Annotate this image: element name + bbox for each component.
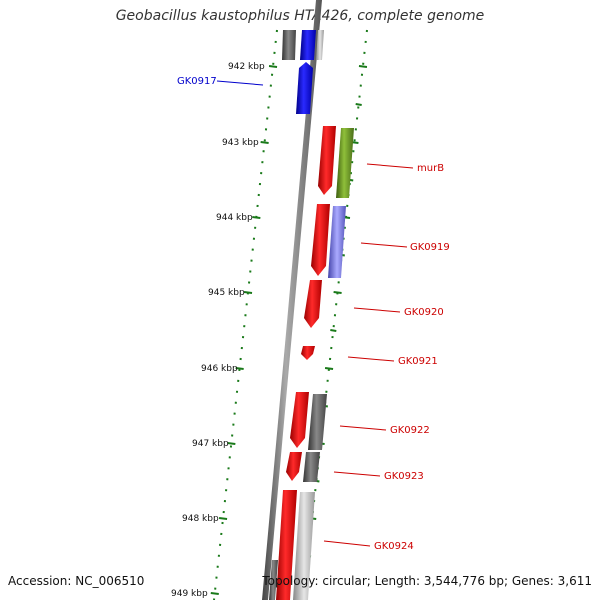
gene-feature-GK0919[interactable] xyxy=(328,206,346,278)
ruler-tick-major xyxy=(243,291,253,294)
gene-label-GK0917[interactable]: GK0917 xyxy=(177,76,217,87)
gene-label-GK0922[interactable]: GK0922 xyxy=(390,425,430,436)
ruler-tick-major xyxy=(218,517,228,520)
gene-label-GK0924[interactable]: GK0924 xyxy=(374,541,414,552)
ruler-tick-major xyxy=(260,141,269,144)
ruler-labels: 942 kbp 943 kbp 944 kbp 945 kbp 946 kbp … xyxy=(171,62,265,599)
ruler-label: 945 kbp xyxy=(208,288,245,298)
gene-feature-red[interactable] xyxy=(318,126,336,195)
gene-feature-gray[interactable] xyxy=(316,30,324,60)
gene-feature-red[interactable] xyxy=(311,204,330,276)
gene-feature-GK0922[interactable] xyxy=(308,394,327,450)
gene-feature-gray[interactable] xyxy=(269,560,278,600)
ruler-tick-major xyxy=(324,367,334,370)
ruler-tick-major xyxy=(333,291,342,294)
gene-feature-gray[interactable] xyxy=(282,30,296,60)
gene-feature-murB[interactable] xyxy=(336,128,354,198)
accession-text: Accession: NC_006510 xyxy=(8,574,145,588)
ruler-line-left xyxy=(213,29,278,600)
gene-label-GK0919[interactable]: GK0919 xyxy=(410,242,450,253)
connector-GK0923 xyxy=(333,471,381,477)
ruler-tick-major xyxy=(235,367,244,370)
gene-feature-GK0917[interactable] xyxy=(296,62,313,114)
connector-murB xyxy=(366,163,414,169)
ruler-tick-major xyxy=(268,65,278,68)
ruler-tick-major xyxy=(210,592,219,595)
ruler-tick-minor xyxy=(330,329,337,332)
ruler-label: 943 kbp xyxy=(222,138,259,148)
gene-feature-GK0924[interactable] xyxy=(293,492,315,600)
connector-GK0920 xyxy=(353,307,401,313)
ruler-tick-major xyxy=(227,442,236,445)
gene-feature-red[interactable] xyxy=(276,490,297,600)
gene-feature-red[interactable] xyxy=(290,392,309,448)
gene-label-GK0923[interactable]: GK0923 xyxy=(384,471,424,482)
ruler-label: 949 kbp xyxy=(171,589,208,599)
gene-label-GK0921[interactable]: GK0921 xyxy=(398,356,438,367)
gene-feature-GK0921[interactable] xyxy=(301,346,315,360)
connector-GK0924 xyxy=(323,540,371,547)
gene-label-murB[interactable]: murB xyxy=(417,163,444,174)
gene-labels: GK0917 murB GK0919 GK0920 GK0921 GK0922 … xyxy=(177,76,450,552)
gene-label-connectors xyxy=(216,80,414,547)
gene-features xyxy=(269,30,354,600)
ruler-label: 946 kbp xyxy=(201,364,238,374)
gene-feature-GK0920[interactable] xyxy=(304,280,322,328)
ruler-tick-minor xyxy=(355,103,362,106)
connector-GK0917 xyxy=(216,80,264,86)
topology-text: Topology: circular; Length: 3,544,776 bp… xyxy=(262,574,592,588)
ruler-label: 942 kbp xyxy=(228,62,265,72)
connector-GK0921 xyxy=(347,356,395,362)
ruler-tick-major xyxy=(358,65,368,68)
connector-GK0919 xyxy=(360,242,408,248)
gene-feature-red[interactable] xyxy=(286,452,302,481)
ruler-tick-major xyxy=(252,216,261,219)
ruler-label: 948 kbp xyxy=(182,514,219,524)
ruler-line-right xyxy=(302,29,368,600)
gene-feature-GK0923[interactable] xyxy=(303,452,320,482)
gene-feature-blue[interactable] xyxy=(300,30,316,60)
map-title: Geobacillus kaustophilus HTA426, complet… xyxy=(115,8,485,24)
ruler-label: 944 kbp xyxy=(216,213,253,223)
connector-GK0922 xyxy=(339,425,387,431)
genome-backbone xyxy=(262,0,322,600)
gene-label-GK0920[interactable]: GK0920 xyxy=(404,307,444,318)
ruler-label: 947 kbp xyxy=(192,439,229,449)
